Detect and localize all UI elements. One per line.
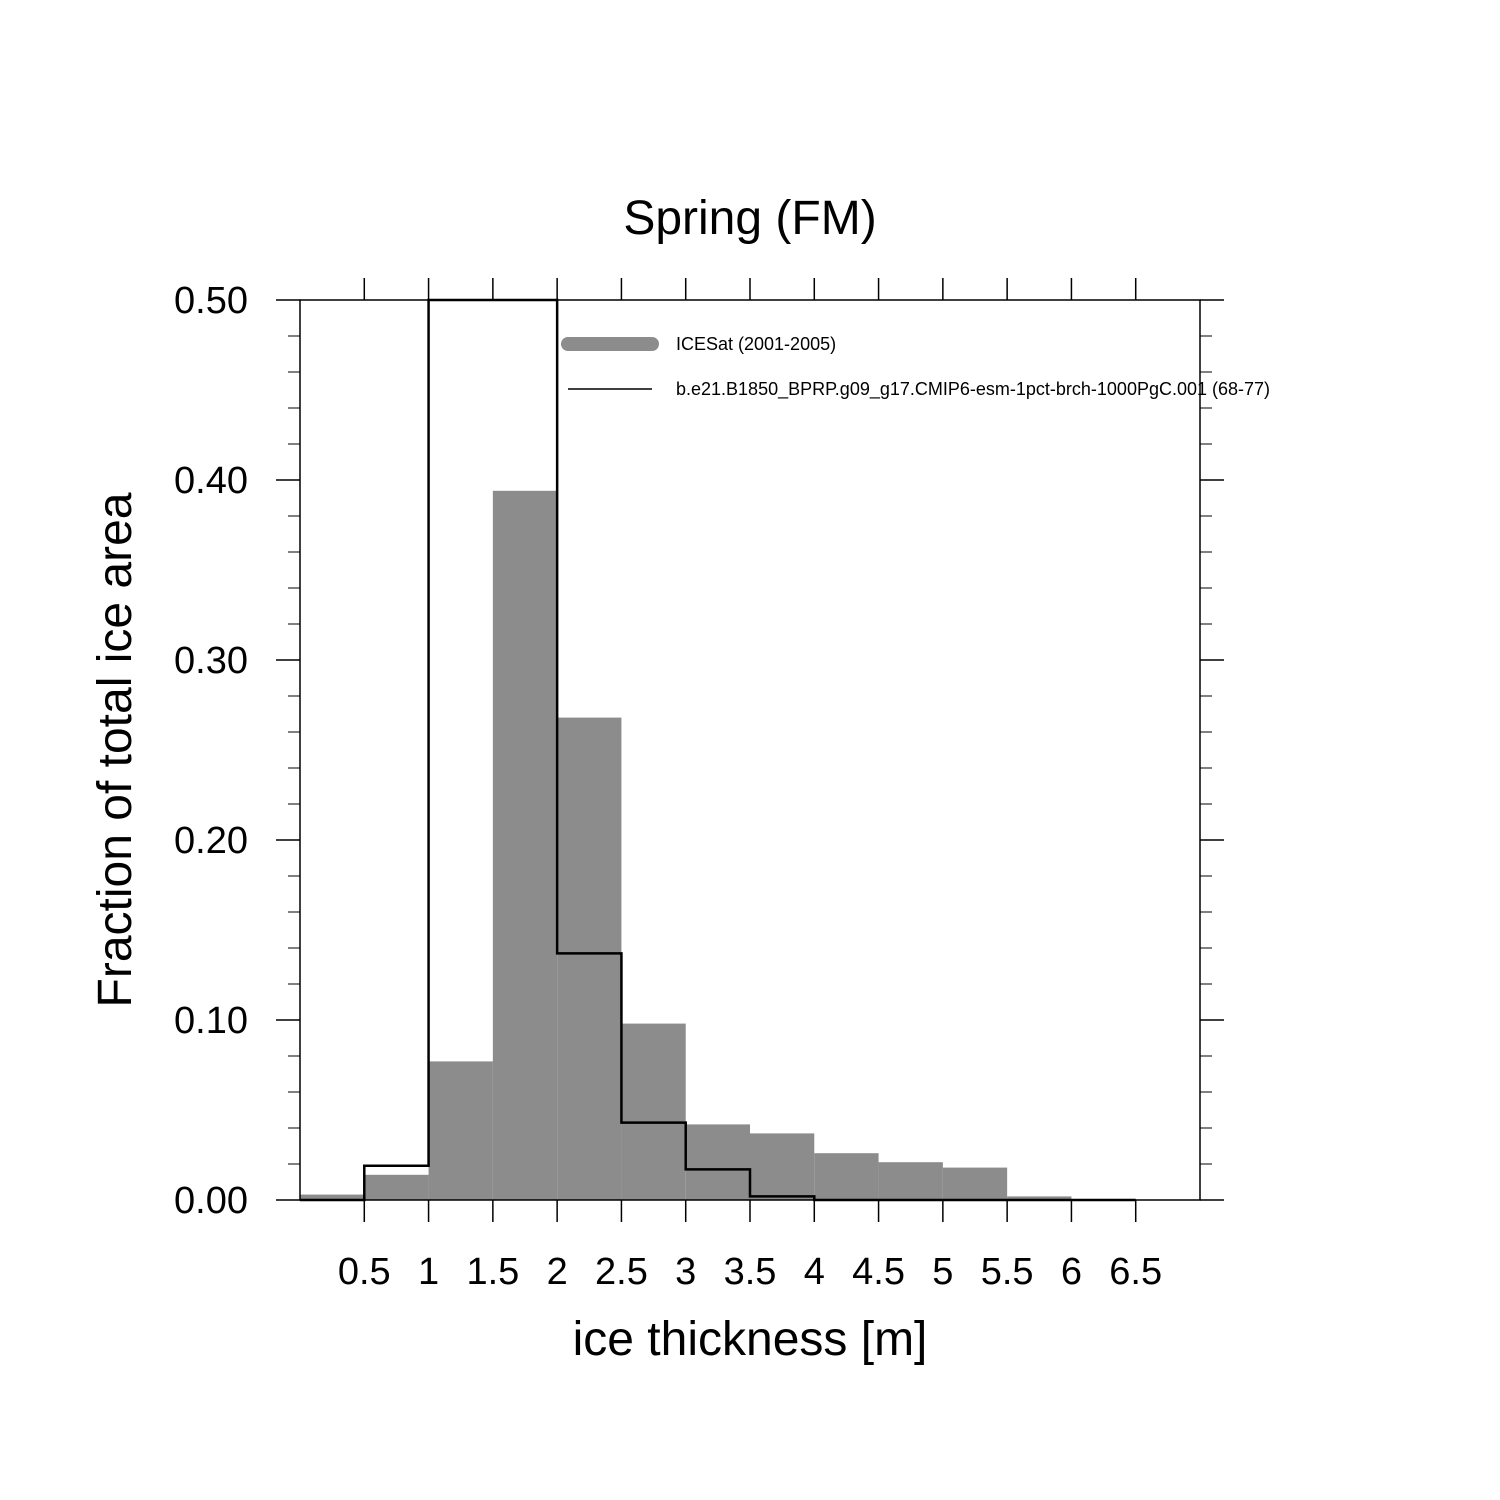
bar-6 — [685, 1124, 750, 1200]
x-tick-label: 3 — [675, 1251, 696, 1293]
bar-10 — [942, 1167, 1008, 1200]
bar-1 — [364, 1174, 429, 1200]
x-tick-label: 4.5 — [852, 1251, 905, 1293]
bar-3 — [492, 490, 558, 1200]
legend: ICESat (2001-2005) b.e21.B1850_BPRP.g09_g… — [561, 334, 1270, 400]
bar-2 — [428, 1061, 493, 1200]
bar-8 — [814, 1153, 879, 1200]
y-tick-label: 0.30 — [174, 640, 248, 682]
bar-4 — [557, 717, 622, 1200]
step-line-path — [300, 298, 1136, 1202]
chart-title: Spring (FM) — [623, 192, 876, 245]
bar-9 — [878, 1162, 943, 1200]
x-tick-label: 2.5 — [595, 1251, 648, 1293]
x-tick-label: 1.5 — [466, 1251, 519, 1293]
axis-ticks: 0.5 1 1.5 2 2.5 3 3.5 4 4.5 5 5.5 6 6.5 0.00 0.10 0.20 0… — [174, 278, 1224, 1293]
x-axis-label: ice thickness [m] — [573, 1313, 928, 1366]
y-tick-label: 0.50 — [174, 280, 248, 322]
x-tick-label: 5 — [932, 1251, 953, 1293]
x-tick-label: 6 — [1061, 1251, 1082, 1293]
x-tick-label: 6.5 — [1109, 1251, 1162, 1293]
bar-11 — [1007, 1196, 1072, 1200]
bar-7 — [750, 1133, 815, 1200]
x-tick-label: 5.5 — [981, 1251, 1034, 1293]
model-step-line — [300, 298, 1136, 1202]
bar-5 — [621, 1023, 686, 1200]
icesat-bars — [300, 490, 1072, 1200]
legend-label-icesat: ICESat (2001-2005) — [676, 334, 836, 354]
y-axis-label: Fraction of total ice area — [89, 492, 142, 1007]
bar-0 — [300, 1194, 365, 1200]
y-tick-label: 0.20 — [174, 820, 248, 862]
x-tick-label: 3.5 — [724, 1251, 777, 1293]
x-tick-label: 1 — [418, 1251, 439, 1293]
x-tick-label: 2 — [547, 1251, 568, 1293]
x-tick-label: 4 — [804, 1251, 825, 1293]
legend-label-model: b.e21.B1850_BPRP.g09_g17.CMIP6-esm-1pct-… — [676, 379, 1270, 400]
y-tick-label: 0.40 — [174, 460, 248, 502]
x-tick-label: 0.5 — [338, 1251, 391, 1293]
y-tick-label: 0.10 — [174, 1000, 248, 1042]
y-tick-label: 0.00 — [174, 1180, 248, 1222]
